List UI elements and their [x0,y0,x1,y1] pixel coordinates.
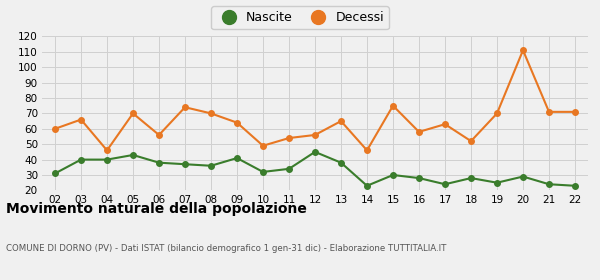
Nascite [545,183,553,186]
Decessi [208,112,215,115]
Text: COMUNE DI DORNO (PV) - Dati ISTAT (bilancio demografico 1 gen-31 dic) - Elaboraz: COMUNE DI DORNO (PV) - Dati ISTAT (bilan… [6,244,446,253]
Nascite [155,161,163,164]
Nascite [181,162,188,166]
Decessi [286,136,293,140]
Decessi [52,127,59,130]
Nascite [467,176,475,180]
Decessi [103,149,110,152]
Decessi [77,118,85,121]
Nascite [389,173,397,177]
Nascite [571,184,578,188]
Nascite [103,158,110,161]
Text: Movimento naturale della popolazione: Movimento naturale della popolazione [6,202,307,216]
Nascite [259,170,266,174]
Decessi [364,149,371,152]
Decessi [545,110,553,114]
Legend: Nascite, Decessi: Nascite, Decessi [211,6,389,29]
Decessi [337,119,344,123]
Nascite [442,183,449,186]
Line: Nascite: Nascite [52,149,578,188]
Decessi [233,121,241,124]
Decessi [467,139,475,143]
Decessi [442,123,449,126]
Decessi [311,133,319,137]
Nascite [52,172,59,175]
Nascite [208,164,215,167]
Nascite [130,153,137,157]
Nascite [520,175,527,178]
Line: Decessi: Decessi [52,48,578,153]
Decessi [520,49,527,52]
Nascite [415,176,422,180]
Decessi [130,112,137,115]
Decessi [493,112,500,115]
Decessi [571,110,578,114]
Nascite [77,158,85,161]
Nascite [286,167,293,171]
Decessi [181,106,188,109]
Decessi [155,133,163,137]
Decessi [415,130,422,134]
Decessi [389,104,397,107]
Nascite [337,161,344,164]
Decessi [259,144,266,147]
Nascite [233,156,241,160]
Nascite [493,181,500,184]
Nascite [311,150,319,153]
Nascite [364,184,371,188]
